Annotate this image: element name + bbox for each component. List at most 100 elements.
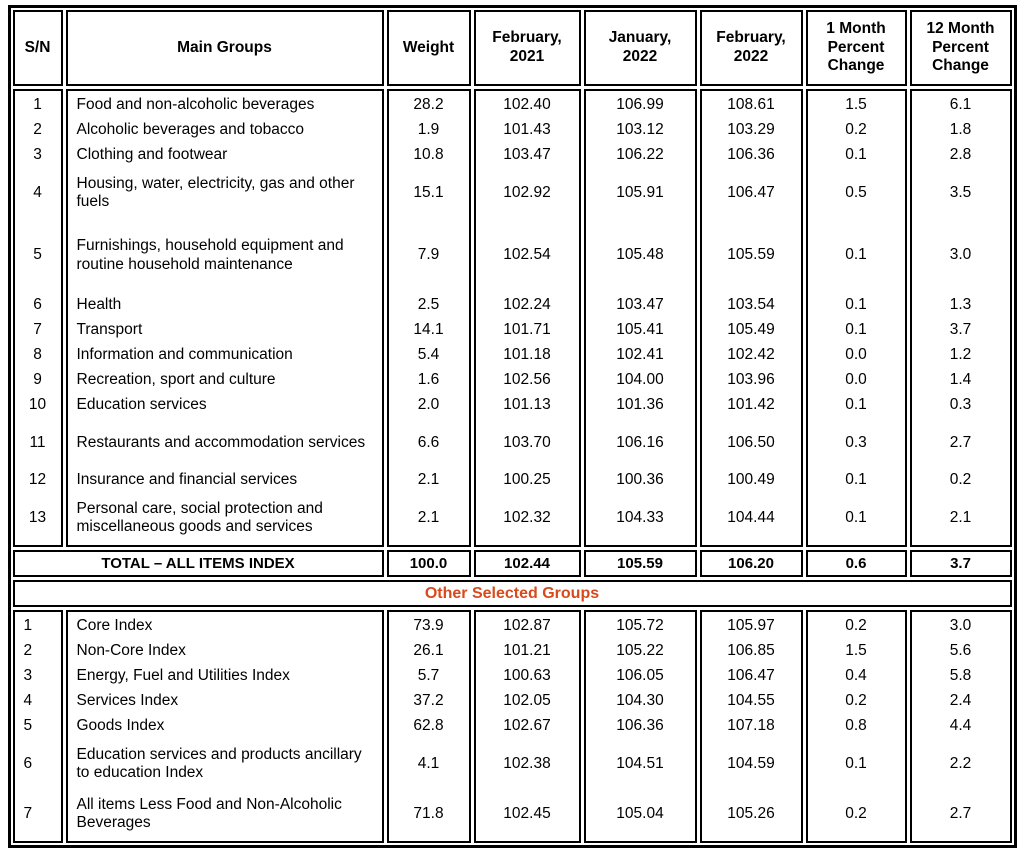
cell-sn: 1	[33, 96, 42, 114]
cell-jan22: 106.22	[616, 146, 664, 164]
total-row: TOTAL – ALL ITEMS INDEX 100.0 102.44 105.59…	[12, 550, 1012, 577]
cell-chg12: 1.3	[949, 296, 972, 314]
cell-feb22: 101.42	[727, 396, 775, 414]
cell-jan22: 105.04	[616, 804, 664, 822]
group-name: Housing, water, electricity, gas and oth…	[76, 174, 355, 210]
column-weight: 28.2 1.9 10.8 15.1 7.9 2.5 14.1 5.4 1.6 2.0 6.6 2.1…	[386, 89, 471, 547]
cell-feb21: 101.43	[503, 121, 551, 139]
column-chg1: 1.5 0.2 0.1 0.5 0.1 0.1 0.1 0.0 0.0 0.1 0.3 0.1 0.1	[805, 89, 907, 547]
group-name: Information and communication	[76, 346, 293, 364]
cell-sn: 11	[29, 433, 46, 451]
cell-feb21: 101.13	[503, 396, 551, 414]
group-name: Education services and products ancillar…	[76, 745, 362, 781]
cell-weight: 1.9	[417, 121, 440, 139]
cell-jan22: 105.91	[616, 183, 664, 201]
main-groups-body: 1 2 3 4 5 6 7 8 9 10 11 12 13 Food and non-alcoholic …	[12, 89, 1012, 547]
cell-chg12: 6.1	[949, 96, 972, 114]
cell-feb21: 103.47	[503, 146, 551, 164]
cell-weight: 2.1	[417, 508, 440, 526]
cell-feb22: 103.54	[727, 296, 775, 314]
cell-feb21: 102.40	[503, 96, 551, 114]
total-label: TOTAL – ALL ITEMS INDEX	[12, 550, 384, 577]
cell-chg12: 2.4	[949, 692, 972, 710]
column-feb22: 105.97 106.85 106.47 104.55 107.18 104.59 105.…	[699, 610, 803, 843]
cell-sn: 1	[23, 617, 33, 635]
cell-jan22: 106.99	[616, 96, 664, 114]
cell-weight: 5.7	[417, 667, 440, 685]
cell-chg12: 5.8	[949, 667, 972, 685]
cell-feb22: 100.49	[727, 471, 775, 489]
cell-sn: 8	[33, 346, 42, 364]
cell-chg1: 0.1	[845, 146, 867, 164]
cell-sn: 3	[33, 146, 42, 164]
column-header-sn: S/N	[12, 10, 63, 86]
cell-sn: 10	[28, 396, 47, 414]
cell-chg1: 0.2	[845, 804, 867, 822]
cell-weight: 5.4	[417, 346, 440, 364]
column-jan22: 105.72 105.22 106.05 104.30 106.36 104.51 105.…	[583, 610, 697, 843]
column-header-jan22: January, 2022	[583, 10, 697, 86]
cell-weight: 10.8	[413, 146, 444, 164]
cell-chg12: 4.4	[949, 717, 972, 735]
cell-feb21: 102.87	[503, 617, 551, 635]
cell-chg12: 2.2	[949, 754, 972, 772]
cell-chg1: 0.1	[845, 396, 867, 414]
cell-sn: 12	[28, 471, 47, 489]
cell-chg12: 1.4	[949, 371, 972, 389]
cell-feb21: 102.56	[503, 371, 551, 389]
cell-jan22: 100.36	[616, 471, 664, 489]
column-chg12: 6.1 1.8 2.8 3.5 3.0 1.3 3.7 1.2 1.4 0.3 2.7 0.2 2.1	[909, 89, 1012, 547]
cell-feb21: 102.45	[503, 804, 551, 822]
column-chg1: 0.2 1.5 0.4 0.2 0.8 0.1 0.2	[805, 610, 907, 843]
cell-jan22: 101.36	[616, 396, 664, 414]
cpi-index-table: S/N Main Groups Weight February, 2021 Januar…	[7, 5, 1017, 848]
cell-jan22: 105.72	[616, 617, 664, 635]
cell-chg12: 2.8	[949, 146, 972, 164]
cell-feb21: 100.63	[503, 667, 551, 685]
cell-chg12: 2.7	[949, 804, 972, 822]
cell-jan22: 106.05	[616, 667, 664, 685]
cell-feb22: 103.29	[727, 121, 775, 139]
cell-jan22: 104.51	[616, 754, 664, 772]
cell-chg1: 0.2	[845, 121, 867, 139]
other-groups-body: 1 2 3 4 5 6 7 Core Index Non-Core Index Energy, F…	[12, 610, 1012, 843]
cell-feb21: 102.67	[503, 717, 551, 735]
cell-weight: 15.1	[413, 183, 444, 201]
cell-jan22: 104.30	[616, 692, 664, 710]
cell-chg12: 1.8	[949, 121, 972, 139]
total-chg1: 0.6	[805, 550, 907, 577]
cell-chg1: 0.1	[845, 508, 867, 526]
column-header-chg12: 12 Month Percent Change	[909, 10, 1012, 86]
cell-chg1: 0.2	[845, 617, 867, 635]
cell-sn: 5	[33, 246, 42, 264]
cell-chg1: 0.1	[845, 246, 867, 264]
cell-feb21: 102.92	[503, 183, 551, 201]
cell-jan22: 106.36	[616, 717, 664, 735]
group-name: Alcoholic beverages and tobacco	[76, 121, 304, 139]
cell-jan22: 103.47	[616, 296, 664, 314]
group-name: Energy, Fuel and Utilities Index	[76, 667, 290, 685]
cell-weight: 62.8	[413, 717, 444, 735]
total-chg12: 3.7	[909, 550, 1012, 577]
cell-chg1: 1.5	[845, 642, 867, 660]
group-name: Education services	[76, 396, 207, 414]
cell-weight: 73.9	[413, 617, 444, 635]
cell-sn: 3	[23, 667, 33, 685]
group-name: Core Index	[76, 617, 153, 635]
cell-chg12: 2.1	[949, 508, 972, 526]
cell-weight: 28.2	[413, 96, 444, 114]
cell-feb21: 101.71	[503, 321, 551, 339]
column-name: Food and non-alcoholic beverages Alcoholi…	[65, 89, 384, 547]
cell-feb22: 105.49	[727, 321, 775, 339]
column-sn: 1 2 3 4 5 6 7 8 9 10 11 12 13	[12, 89, 63, 547]
cell-weight: 4.1	[417, 754, 440, 772]
cell-sn: 2	[23, 642, 33, 660]
cell-jan22: 103.12	[616, 121, 664, 139]
cell-sn: 7	[33, 321, 42, 339]
cell-sn: 2	[33, 121, 42, 139]
cell-chg1: 0.3	[845, 433, 867, 451]
column-feb22: 108.61 103.29 106.36 106.47 105.59 103.54 105.…	[699, 89, 803, 547]
cell-sn: 6	[23, 754, 33, 772]
cell-chg12: 0.2	[949, 471, 972, 489]
column-feb21: 102.40 101.43 103.47 102.92 102.54 102.24 101.…	[473, 89, 581, 547]
